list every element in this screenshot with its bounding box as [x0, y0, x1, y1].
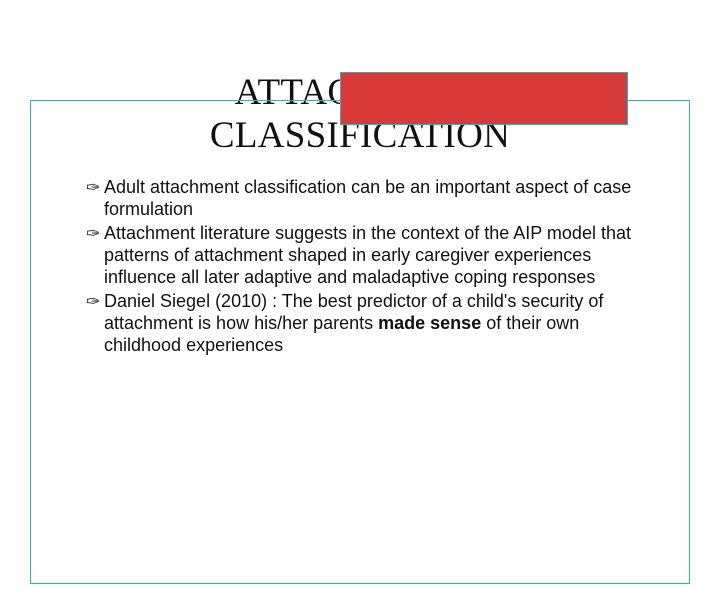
accent-box: [340, 72, 628, 125]
slide-border: [30, 100, 690, 584]
